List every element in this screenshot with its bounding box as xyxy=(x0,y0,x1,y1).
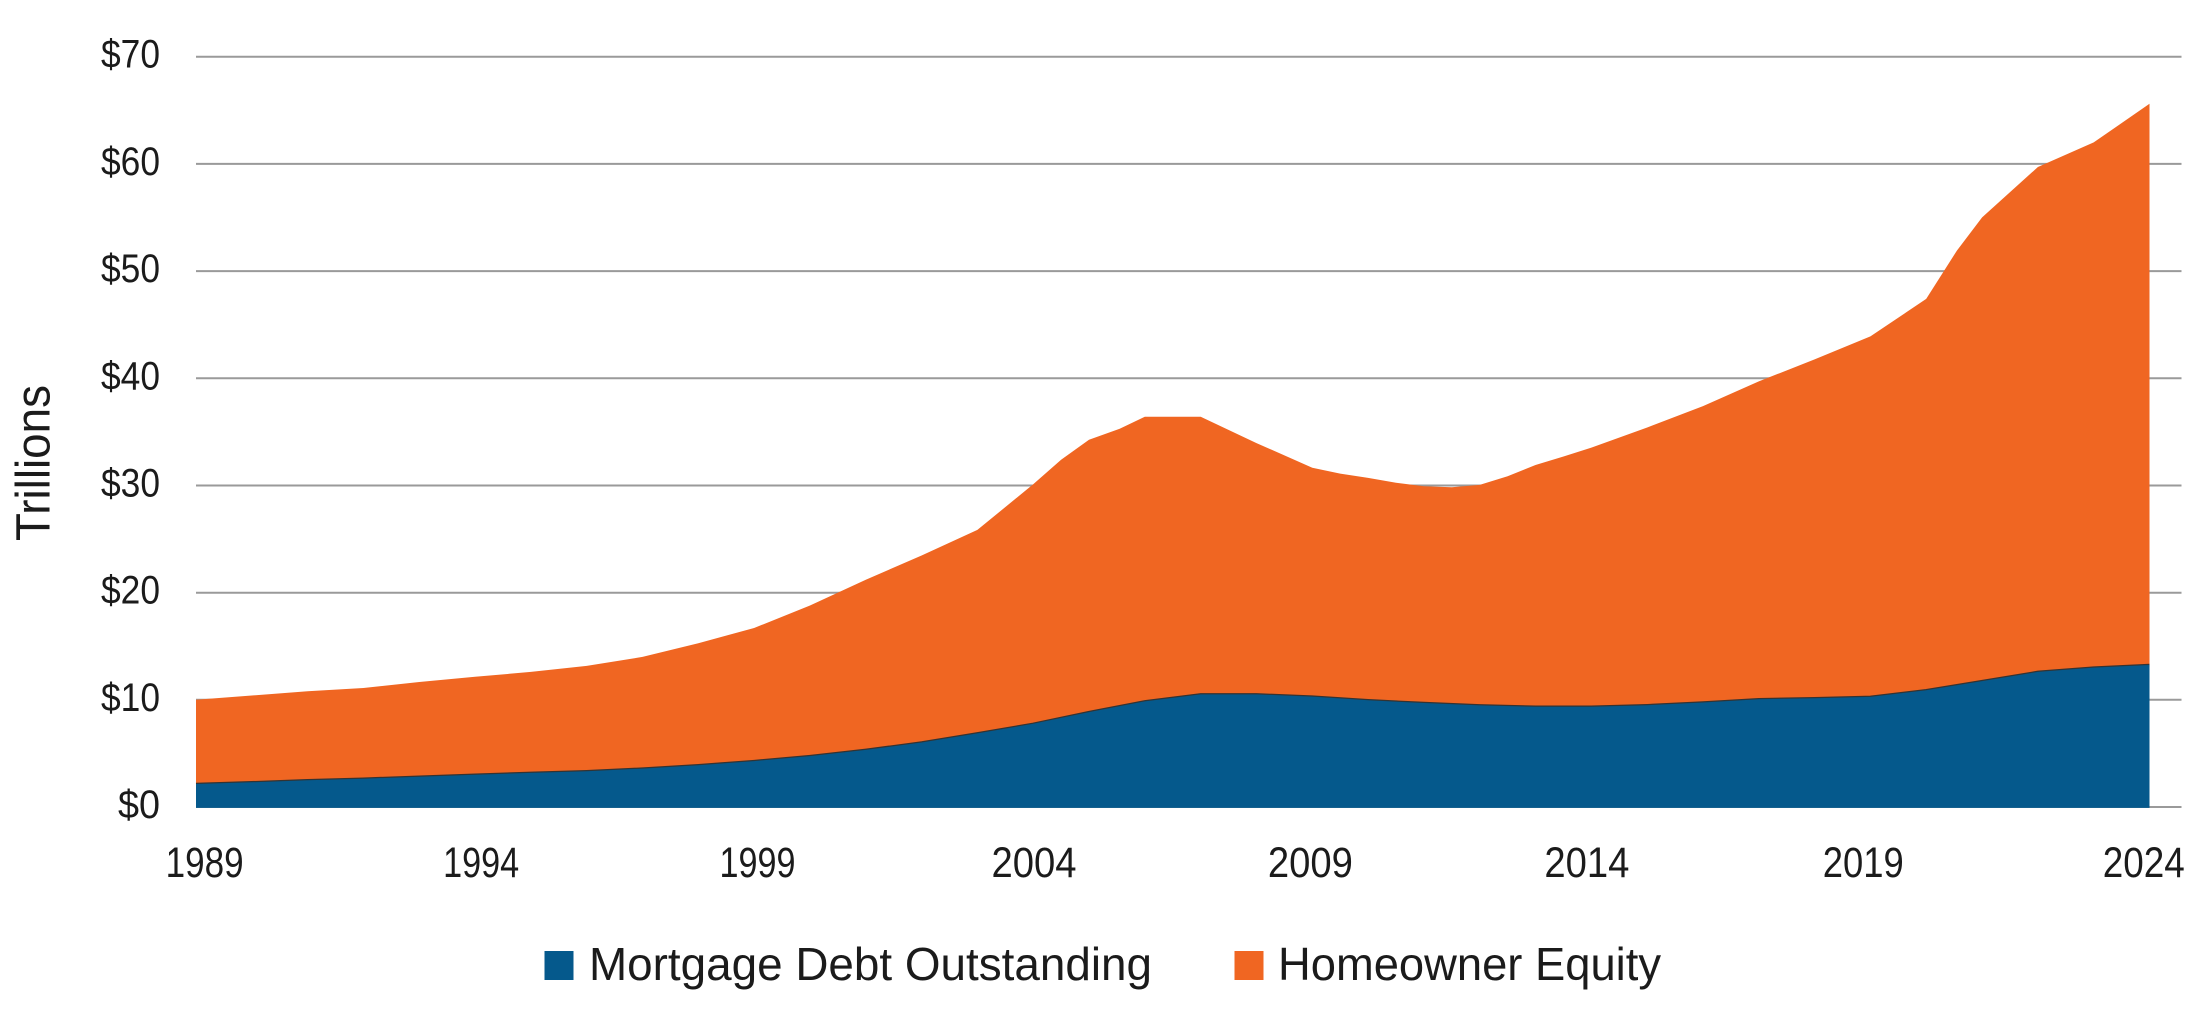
svg-text:2014: 2014 xyxy=(1544,839,1629,887)
svg-text:1989: 1989 xyxy=(166,839,244,887)
svg-text:$40: $40 xyxy=(101,354,160,398)
svg-text:$50: $50 xyxy=(101,247,160,291)
svg-text:1994: 1994 xyxy=(443,839,519,887)
svg-text:2024: 2024 xyxy=(2103,839,2185,887)
svg-text:Trillions: Trillions xyxy=(7,385,60,541)
svg-text:2009: 2009 xyxy=(1268,839,1353,887)
svg-text:$60: $60 xyxy=(101,140,160,184)
svg-text:Homeowner Equity: Homeowner Equity xyxy=(1278,938,1661,990)
svg-text:$10: $10 xyxy=(101,676,160,720)
svg-text:2004: 2004 xyxy=(992,839,1077,887)
svg-text:1999: 1999 xyxy=(720,839,796,887)
svg-text:Mortgage Debt Outstanding: Mortgage Debt Outstanding xyxy=(589,938,1152,990)
svg-text:2019: 2019 xyxy=(1823,839,1904,887)
svg-text:$30: $30 xyxy=(101,462,160,506)
svg-text:$20: $20 xyxy=(101,569,160,613)
svg-text:$0: $0 xyxy=(118,783,160,827)
svg-text:$70: $70 xyxy=(101,33,160,77)
